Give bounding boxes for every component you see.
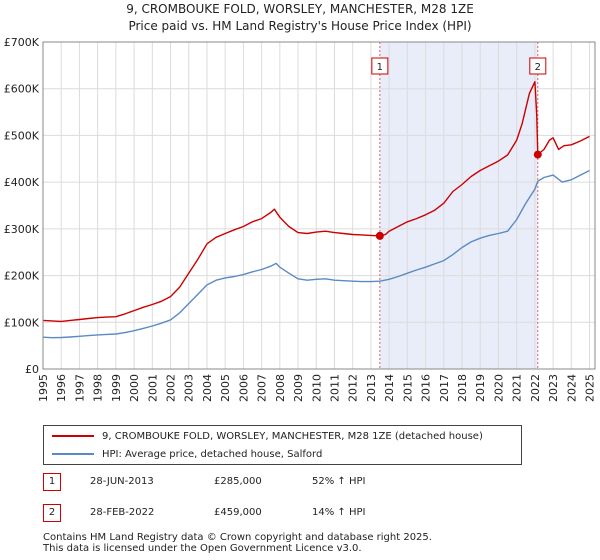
x-tick-label: 2004 — [201, 374, 214, 402]
x-tick-label: 2024 — [565, 374, 578, 402]
x-tick-label: 2025 — [584, 374, 597, 402]
y-tick-label: £400K — [4, 176, 40, 189]
y-tick-label: £200K — [4, 270, 40, 283]
x-tick-label: 1996 — [55, 374, 68, 402]
ownership-shaded-region — [379, 42, 538, 369]
marker-label-box — [371, 57, 389, 75]
transaction-hpi: 52% ↑ HPI — [312, 476, 366, 487]
legend-swatch-hpi — [52, 453, 94, 455]
transaction-badge: 1 — [43, 473, 61, 491]
y-tick-label: £500K — [4, 129, 40, 142]
transaction-price: £459,000 — [214, 507, 262, 518]
transaction-date: 28-JUN-2013 — [90, 476, 154, 487]
y-tick-label: £100K — [4, 316, 40, 329]
table-row: 1 28-JUN-2013 £285,000 52% ↑ HPI — [43, 473, 443, 493]
marker-label: 2 — [535, 62, 541, 73]
x-tick-label: 2003 — [183, 374, 196, 402]
transaction-hpi: 14% ↑ HPI — [312, 507, 366, 518]
footer: Contains HM Land Registry data © Crown c… — [43, 532, 432, 554]
y-tick-label: £600K — [4, 83, 40, 96]
x-tick-label: 2016 — [420, 374, 433, 402]
transaction-badge: 2 — [43, 504, 61, 522]
plot-border — [42, 41, 596, 370]
sale-point — [533, 150, 542, 159]
x-tick-label: 2006 — [237, 374, 250, 402]
series-line-property — [42, 81, 590, 323]
x-tick-label: 2022 — [529, 374, 542, 402]
x-tick-label: 2014 — [383, 374, 396, 402]
chart-legend: 9, CROMBOUKE FOLD, WORSLEY, MANCHESTER, … — [43, 425, 522, 465]
x-tick-label: 2021 — [511, 374, 524, 402]
price-chart: £0 £100K £200K £300K £400K £500K £600K £700K 199… — [4, 36, 597, 402]
x-tick-label: 2018 — [456, 374, 469, 402]
sale-point — [375, 231, 384, 240]
x-tick-label: 2023 — [547, 374, 560, 402]
x-tick-label: 2002 — [165, 374, 178, 402]
transaction-price: £285,000 — [214, 476, 262, 487]
chart-subtitle: Price paid vs. HM Land Registry's House … — [128, 19, 472, 33]
marker-label-box — [529, 57, 547, 75]
x-tick-label: 2019 — [474, 374, 487, 402]
legend-item-property: 9, CROMBOUKE FOLD, WORSLEY, MANCHESTER, … — [52, 428, 483, 444]
x-tick-label: 2012 — [347, 374, 360, 402]
x-tick-label: 2007 — [256, 374, 269, 402]
series-line-hpi — [42, 169, 590, 339]
x-tick-label: 1995 — [37, 374, 50, 402]
chart-title: 9, CROMBOUKE FOLD, WORSLEY, MANCHESTER, … — [126, 2, 474, 16]
x-tick-label: 2010 — [310, 374, 323, 402]
x-tick-label: 1997 — [73, 374, 86, 402]
marker-label: 1 — [377, 62, 383, 73]
x-tick-label: 2009 — [292, 374, 305, 402]
footer-licence: This data is licensed under the Open Gov… — [43, 543, 362, 554]
y-tick-label: £300K — [4, 223, 40, 236]
legend-item-hpi: HPI: Average price, detached house, Salf… — [52, 446, 322, 462]
x-tick-label: 2020 — [492, 374, 505, 402]
x-tick-label: 2005 — [219, 374, 232, 402]
x-tick-label: 2015 — [401, 374, 414, 402]
x-tick-label: 2011 — [328, 374, 341, 402]
y-tick-label: £700K — [4, 36, 40, 49]
x-tick-label: 2001 — [146, 374, 159, 402]
x-tick-label: 2017 — [438, 374, 451, 402]
footer-copyright: Contains HM Land Registry data © Crown c… — [43, 532, 432, 543]
legend-swatch-property — [52, 435, 94, 437]
x-tick-label: 1998 — [92, 374, 105, 402]
x-tick-label: 1999 — [110, 374, 123, 402]
legend-label-property: 9, CROMBOUKE FOLD, WORSLEY, MANCHESTER, … — [102, 430, 483, 442]
table-row: 2 28-FEB-2022 £459,000 14% ↑ HPI — [43, 504, 443, 524]
transaction-date: 28-FEB-2022 — [90, 507, 155, 518]
x-tick-label: 2000 — [128, 374, 141, 402]
x-tick-label: 2013 — [365, 374, 378, 402]
y-tick-label: £0 — [25, 363, 39, 376]
legend-label-hpi: HPI: Average price, detached house, Salf… — [102, 448, 323, 460]
x-tick-label: 2008 — [274, 374, 287, 402]
